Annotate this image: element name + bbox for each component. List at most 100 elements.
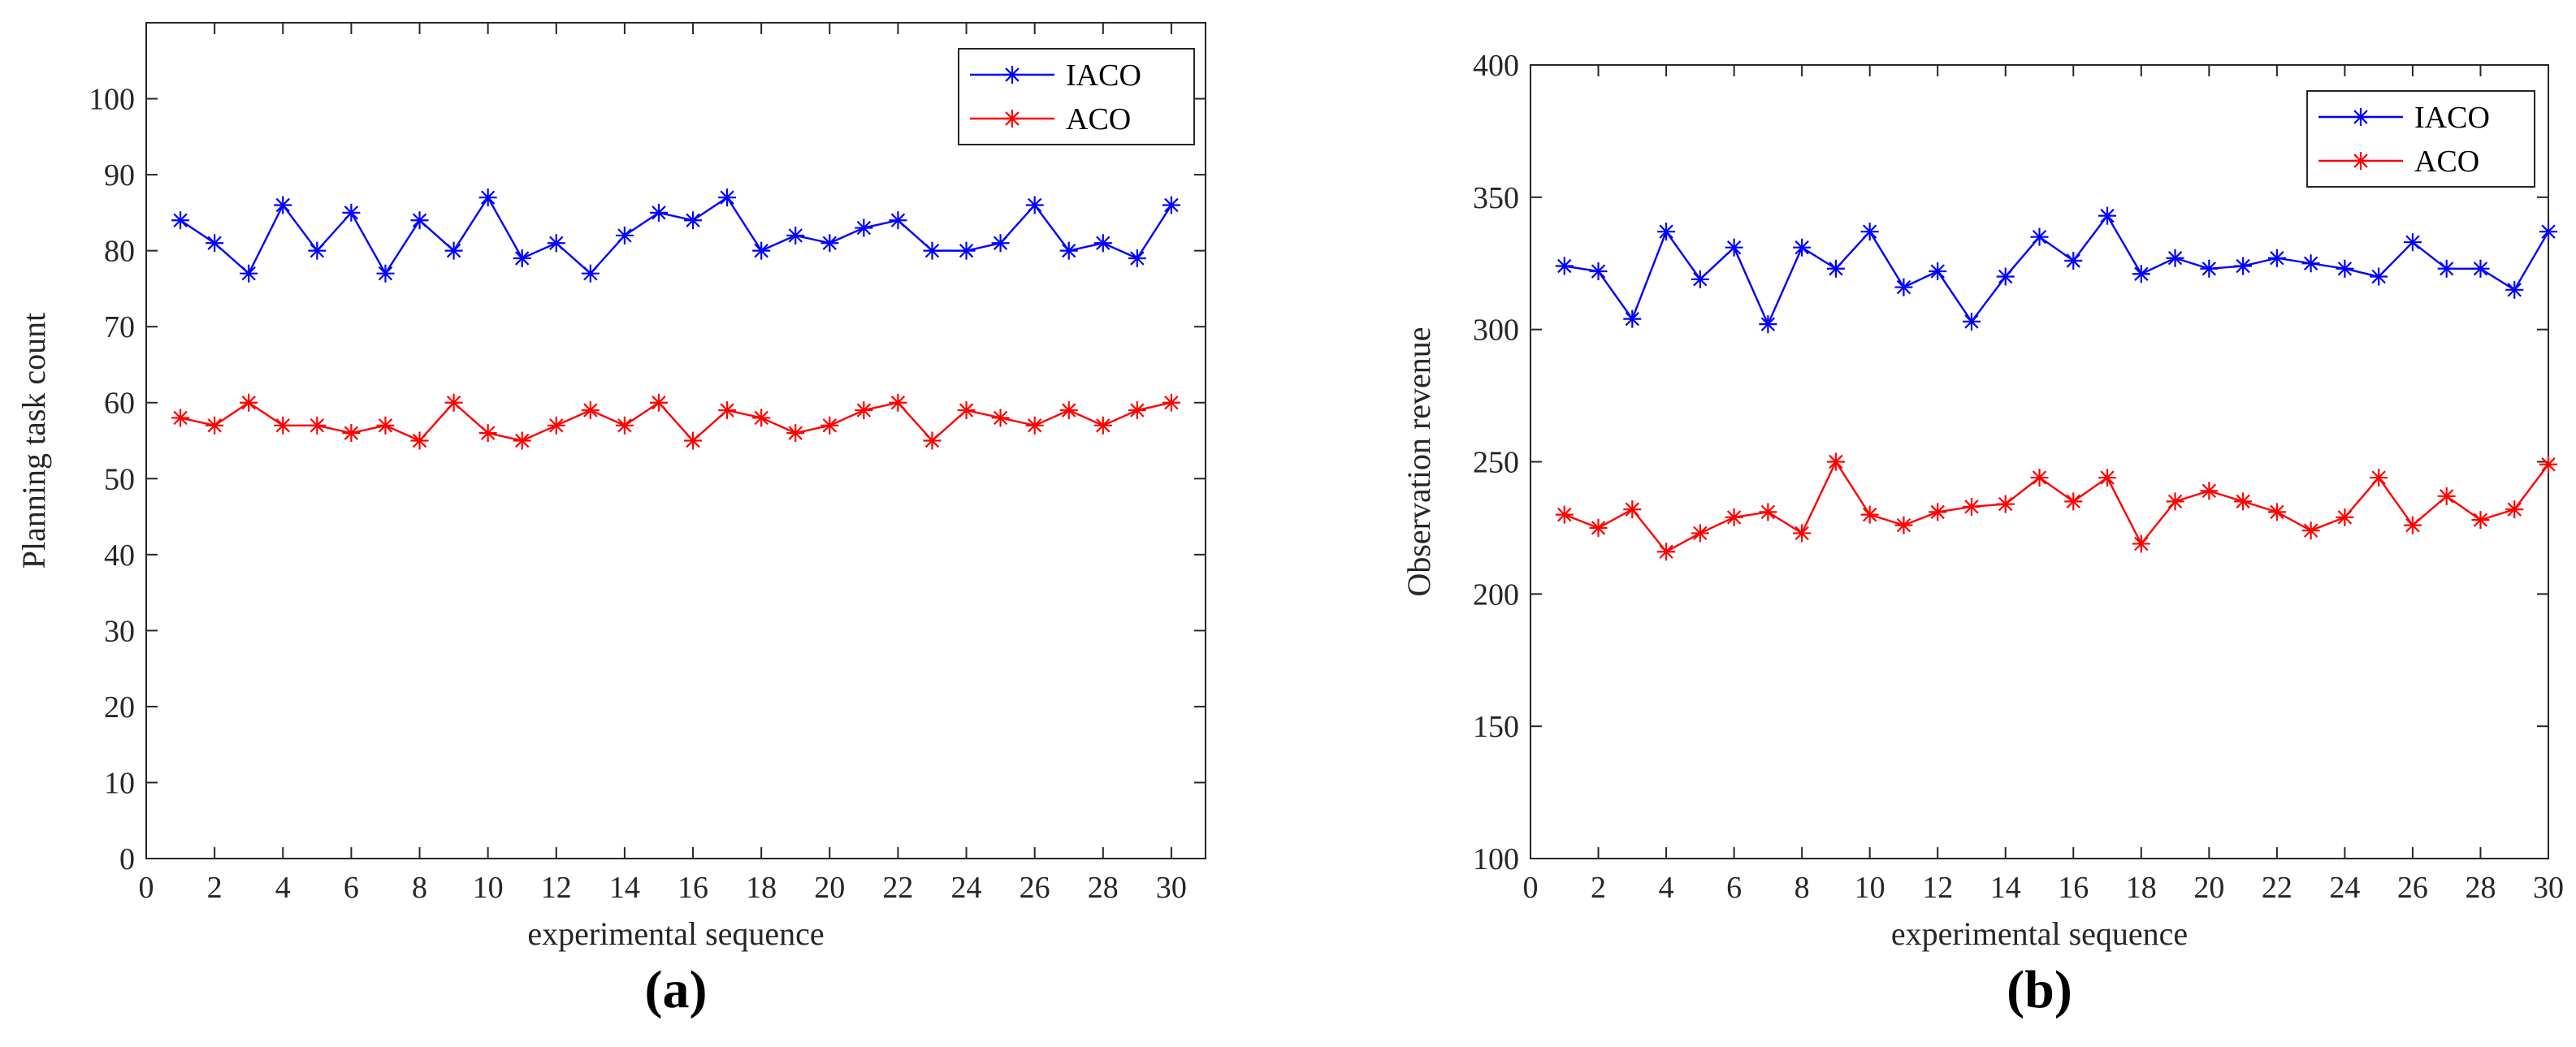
marker-stroke [2032, 470, 2047, 485]
marker-stroke [412, 213, 427, 227]
marker-stroke [1130, 251, 1145, 266]
data-point-aco [478, 424, 497, 443]
legend-swatch-marker [1003, 110, 1021, 128]
data-point-aco [1691, 524, 1709, 543]
marker-stroke [1998, 496, 2013, 512]
y-tick-label: 40 [104, 539, 135, 573]
marker-stroke [1625, 311, 1639, 327]
marker-stroke [2541, 224, 2556, 239]
data-point-aco [1093, 416, 1112, 435]
data-point-aco [2505, 500, 2524, 519]
x-tick-label: 2 [207, 871, 223, 905]
data-point-iaco [991, 234, 1010, 253]
data-point-iaco [1725, 238, 1743, 257]
data-point-iaco [820, 234, 839, 253]
x-tick-label: 6 [344, 871, 359, 905]
y-tick-label: 70 [104, 310, 135, 344]
marker-stroke [378, 266, 393, 281]
x-tick-label: 2 [1591, 871, 1606, 905]
x-tick-label: 30 [2533, 871, 2564, 905]
marker-stroke [1829, 454, 1843, 469]
data-point-aco [274, 416, 292, 435]
marker-stroke [344, 206, 359, 220]
marker-stroke [1625, 502, 1639, 517]
y-tick-label: 200 [1473, 578, 1519, 612]
y-tick-label: 50 [104, 462, 135, 496]
marker-stroke [173, 410, 188, 426]
data-point-iaco [2539, 223, 2557, 241]
x-tick-label: 16 [2058, 871, 2089, 905]
marker-stroke [2371, 470, 2386, 485]
chart-panel-a: 0 2 4 6 8 10 12 14 16 18 20 22 24 26 28 300102030405060… [15, 22, 1206, 1019]
y-axis-label: Planning task count [15, 313, 52, 569]
data-point-aco [684, 431, 703, 450]
data-point-iaco [2166, 249, 2184, 267]
marker-stroke [2100, 470, 2115, 485]
data-point-iaco [376, 264, 395, 283]
data-point-iaco [342, 203, 361, 222]
marker-stroke [720, 403, 734, 418]
series-aco [1555, 452, 2557, 561]
data-point-iaco [684, 211, 703, 230]
data-point-aco [855, 401, 873, 420]
data-point-aco [957, 401, 976, 420]
marker-stroke [1164, 197, 1179, 213]
y-tick-label: 300 [1473, 314, 1519, 348]
marker-stroke [2440, 489, 2454, 504]
marker-stroke [959, 243, 974, 258]
marker-stroke [2270, 504, 2284, 520]
data-point-aco [718, 401, 737, 420]
y-tick-label: 30 [104, 614, 135, 648]
marker-stroke [275, 418, 290, 433]
data-point-iaco [513, 249, 531, 267]
marker-stroke [2405, 517, 2420, 533]
marker-stroke [1659, 544, 1673, 559]
series-aco [171, 393, 1180, 450]
marker-stroke [1862, 224, 1877, 239]
data-point-iaco [1691, 270, 1709, 288]
marker-stroke [2473, 513, 2488, 527]
series-iaco [171, 188, 1180, 283]
x-axis-label: experimental sequence [1891, 915, 2188, 952]
y-tick-label: 20 [104, 690, 135, 725]
data-point-iaco [2098, 206, 2117, 225]
data-point-aco [410, 431, 429, 450]
y-tick-label: 0 [119, 842, 135, 876]
data-point-iaco [615, 226, 634, 244]
marker-stroke [2236, 494, 2250, 509]
marker-stroke [310, 418, 325, 433]
y-tick-label: 350 [1473, 181, 1519, 215]
data-point-iaco [410, 211, 429, 230]
marker-stroke [754, 243, 768, 258]
series-line-iaco [1564, 214, 2550, 327]
data-point-iaco [274, 196, 292, 214]
data-point-aco [820, 416, 839, 435]
data-point-iaco [718, 188, 737, 207]
marker-stroke [1693, 526, 1708, 541]
legend-entry-label: ACO [1066, 102, 1131, 136]
data-point-iaco [1623, 309, 1642, 328]
data-point-iaco [1793, 238, 1812, 257]
data-point-iaco [444, 241, 463, 260]
marker-stroke [549, 418, 564, 433]
x-tick-label: 18 [746, 871, 777, 905]
data-point-aco [206, 416, 224, 435]
marker-stroke [1096, 236, 1110, 250]
data-point-aco [1894, 516, 1913, 534]
data-point-iaco [1860, 223, 1879, 241]
data-point-aco [1826, 452, 1845, 471]
data-point-aco [649, 393, 668, 412]
series-iaco [1555, 206, 2557, 334]
y-tick-label: 150 [1473, 710, 1519, 744]
x-tick-label: 22 [882, 871, 913, 905]
data-point-aco [1025, 416, 1044, 435]
data-point-aco [1725, 508, 1743, 526]
legend-swatch-marker [1003, 66, 1021, 84]
marker-stroke [207, 418, 222, 433]
data-point-aco [2030, 469, 2049, 487]
x-tick-label: 8 [1795, 871, 1810, 905]
marker-stroke [583, 403, 598, 418]
series-line-aco [180, 401, 1172, 443]
marker-stroke [2134, 536, 2149, 552]
data-point-iaco [2132, 265, 2150, 283]
